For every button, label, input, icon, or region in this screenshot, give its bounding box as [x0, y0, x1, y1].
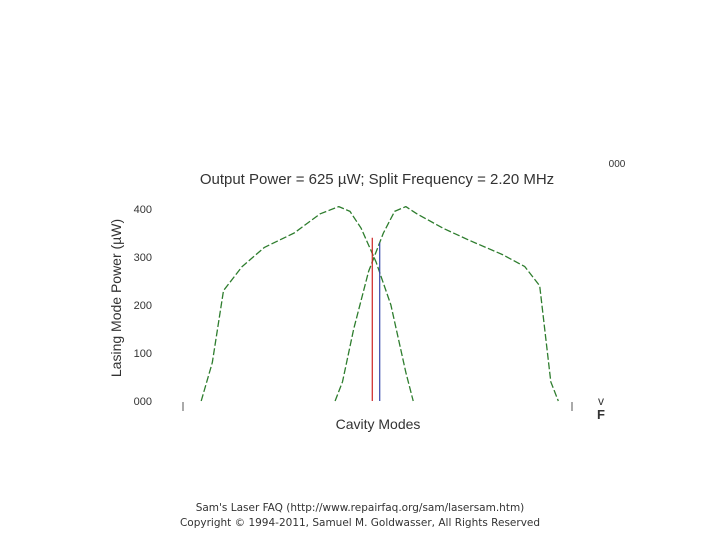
footer-source: Sam's Laser FAQ (http://www.repairfaq.or…: [195, 502, 525, 514]
y-tick-label: 400: [134, 204, 152, 216]
chart-title: Output Power = 625 µW; Split Frequency =…: [200, 171, 554, 188]
y-axis-label: Lasing Mode Power (µW): [108, 219, 124, 377]
side-symbol-v: v: [598, 394, 604, 408]
plot-area: 000 100 200 300 400: [134, 204, 573, 411]
y-tick-label: 200: [134, 300, 152, 312]
side-symbol-f: F: [597, 407, 605, 422]
mode-curve-2: [334, 205, 559, 402]
corner-label: 000: [609, 159, 626, 170]
y-tick-label: 000: [134, 396, 152, 408]
mode-curve-1: [200, 205, 414, 402]
footer-copyright: Copyright © 1994-2011, Samuel M. Goldwas…: [179, 517, 541, 529]
y-tick-label: 100: [134, 348, 152, 360]
x-axis-label: Cavity Modes: [336, 416, 421, 432]
y-tick-label: 300: [134, 252, 152, 264]
